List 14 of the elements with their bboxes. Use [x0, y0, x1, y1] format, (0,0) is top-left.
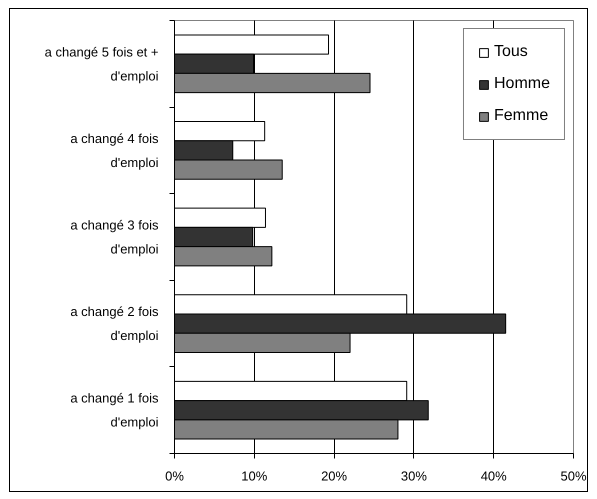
y-tick-label: a changé 3 fois d'emploi — [70, 218, 159, 256]
legend-label: Tous — [494, 43, 528, 61]
y-tick-label: a changé 4 fois d'emploi — [70, 130, 159, 170]
x-tick-label: 20% — [321, 468, 348, 484]
legend-label: Femme — [494, 107, 548, 125]
x-tick-label: 50% — [560, 468, 587, 484]
x-tick-label: 30% — [400, 468, 428, 484]
legend-label: Homme — [494, 75, 550, 93]
y-tick-label: a changé 1 fois d'emploi — [70, 390, 159, 430]
y-tick-label: a changé 5 fois et + d'emploi — [44, 44, 159, 84]
y-tick-label: a changé 2 fois d'emploi — [70, 304, 159, 344]
x-tick-label: 10% — [241, 468, 268, 484]
x-tick-label: 0% — [165, 468, 184, 484]
x-tick-label: 40% — [480, 468, 508, 484]
